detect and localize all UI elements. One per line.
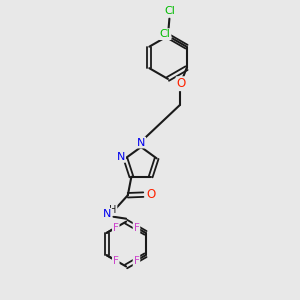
Text: Cl: Cl	[160, 29, 170, 39]
Text: N: N	[117, 152, 125, 162]
Text: N: N	[103, 209, 111, 219]
Text: F: F	[113, 256, 119, 266]
Text: F: F	[113, 223, 119, 232]
Text: O: O	[147, 188, 156, 201]
Text: N: N	[137, 137, 145, 148]
Text: F: F	[134, 256, 140, 266]
Text: F: F	[134, 223, 140, 232]
Text: Cl: Cl	[164, 6, 175, 16]
Text: H: H	[109, 205, 117, 215]
Text: O: O	[176, 77, 186, 90]
